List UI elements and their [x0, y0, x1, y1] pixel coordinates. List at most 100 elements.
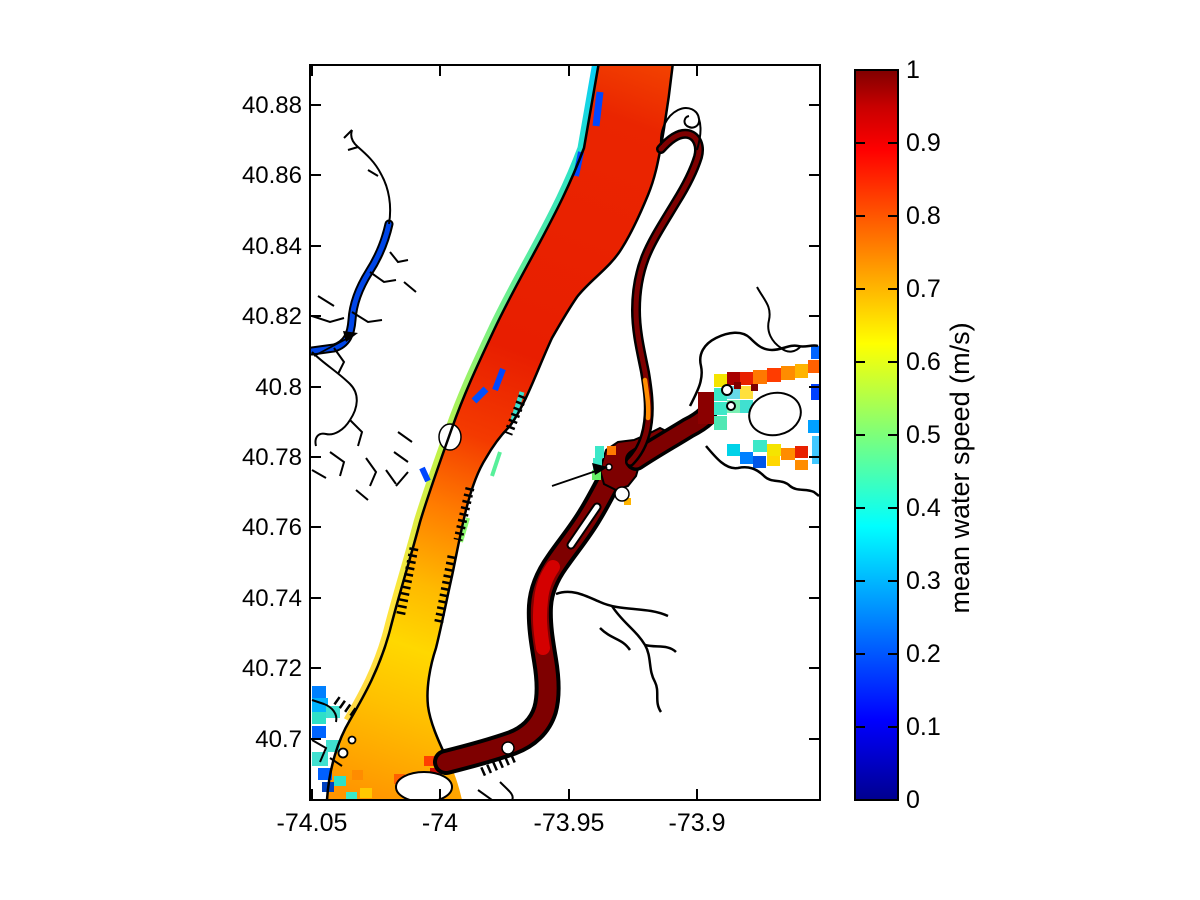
colorbar-tick-label: 0.1 — [906, 713, 941, 741]
hackensack-river — [311, 219, 394, 356]
speed-cell — [740, 386, 753, 399]
colorbar-tick-label: 0.7 — [906, 275, 941, 303]
colorbar-axis-label: mean water speed (m/s) — [945, 322, 975, 613]
speed-cell — [727, 372, 740, 385]
speed-cell — [811, 346, 819, 359]
map-content — [311, 66, 819, 799]
arrow-shaft — [313, 337, 349, 357]
speed-cell — [734, 382, 741, 389]
piers — [395, 547, 419, 619]
speed-cell — [714, 374, 727, 387]
newtown-creek — [555, 590, 677, 713]
speed-cell — [492, 367, 506, 392]
arrow-head — [343, 331, 358, 342]
colorbar-tick-label: 0.8 — [906, 202, 941, 230]
colorbar-tick-label: 0.3 — [906, 567, 941, 595]
speed-cell — [781, 448, 795, 460]
speed-cell — [740, 372, 753, 385]
speed-cell — [312, 712, 326, 724]
y-tick-label: 40.78 — [242, 444, 302, 471]
navy-yard-inlet — [501, 741, 515, 755]
speed-cell — [326, 706, 340, 718]
speed-cell — [352, 770, 363, 780]
speed-cell — [767, 456, 780, 466]
harlem-river — [625, 128, 704, 467]
speed-cell — [592, 470, 601, 480]
speed-cell — [312, 752, 328, 766]
inwood-loop — [659, 107, 702, 151]
speed-cell — [795, 446, 808, 458]
colorbar: 1 0.9 0.8 0.7 0.6 0.5 0.4 0.3 0.2 0.1 0 … — [854, 56, 975, 814]
speed-cell — [795, 460, 808, 470]
hudson-edge-strip — [343, 66, 599, 722]
speed-cell — [490, 451, 502, 477]
piers — [503, 394, 528, 436]
speed-cell — [334, 776, 346, 786]
y-tick-label: 40.84 — [242, 233, 302, 260]
colorbar-tick-label: 0.2 — [906, 640, 941, 668]
speed-cell — [727, 444, 740, 456]
y-tick-label: 40.7 — [255, 726, 302, 753]
speed-cell — [595, 446, 604, 458]
x-tick-label: -74 — [422, 809, 458, 837]
speed-cell — [767, 368, 781, 382]
speed-cell — [592, 91, 604, 127]
speed-cell — [808, 360, 819, 373]
speed-cell — [360, 788, 372, 798]
y-axis-labels: 40.88 40.86 40.84 40.82 40.8 40.78 40.76… — [242, 92, 302, 753]
speed-cell — [419, 466, 431, 483]
speed-cell — [812, 436, 819, 464]
x-tick-label: -73.95 — [534, 809, 605, 837]
y-tick-label: 40.82 — [242, 303, 302, 330]
annotation-arrow-hell-gate — [551, 463, 608, 487]
governors-island — [395, 771, 453, 799]
pot-cove-inlet — [614, 486, 630, 502]
hackensack-upstream-and-marsh — [311, 129, 417, 501]
roosevelt-island — [568, 504, 600, 548]
colorbar-tick-labels: 1 0.9 0.8 0.7 0.6 0.5 0.4 0.3 0.2 0.1 0 — [906, 56, 941, 814]
colorbar-tick-label: 0.4 — [906, 494, 941, 522]
x-tick-label: -74.05 — [277, 809, 348, 837]
piers — [433, 555, 457, 627]
speed-cell — [607, 446, 616, 455]
y-tick-label: 40.72 — [242, 655, 302, 682]
y-tick-label: 40.88 — [242, 92, 302, 119]
hackensack-water — [311, 221, 392, 354]
new-jersey-coastline — [325, 66, 600, 799]
colorbar-tick-label: 1 — [906, 56, 920, 84]
colorbar-tick-label: 0.9 — [906, 129, 941, 157]
speed-cell — [714, 416, 727, 430]
speed-cell — [753, 440, 767, 452]
speed-cell — [740, 452, 753, 464]
colorbar-ticks — [855, 142, 898, 728]
speed-cell — [698, 392, 714, 424]
east-river — [433, 447, 639, 775]
colorbar-tick-label: 0.5 — [906, 421, 941, 449]
ellis-island — [347, 735, 357, 745]
annotation-arrow-hackensack — [313, 331, 358, 357]
speed-cell — [312, 686, 326, 698]
speed-cell — [312, 726, 326, 738]
speed-cell — [753, 456, 766, 468]
speed-cell — [346, 792, 357, 799]
axis-ticks — [310, 65, 820, 800]
speed-cell — [624, 498, 631, 505]
arrow-head — [592, 463, 608, 475]
hudson-river — [327, 66, 673, 799]
liberty-island — [337, 747, 349, 759]
speed-cell — [808, 420, 819, 433]
y-tick-label: 40.8 — [255, 374, 302, 401]
colorbar-tick-label: 0.6 — [906, 348, 941, 376]
speed-cell — [424, 756, 435, 766]
harbor-coast-marks — [311, 699, 514, 799]
y-tick-label: 40.86 — [242, 162, 302, 189]
x-axis-labels: -74.05 -74 -73.95 -73.9 — [277, 809, 726, 837]
bronx-streams — [756, 286, 802, 353]
x-tick-label: -73.9 — [669, 809, 726, 837]
speed-cell — [753, 370, 767, 384]
bay-coastlines — [688, 331, 819, 497]
queens-shore — [705, 445, 819, 497]
speed-cell — [471, 386, 489, 404]
